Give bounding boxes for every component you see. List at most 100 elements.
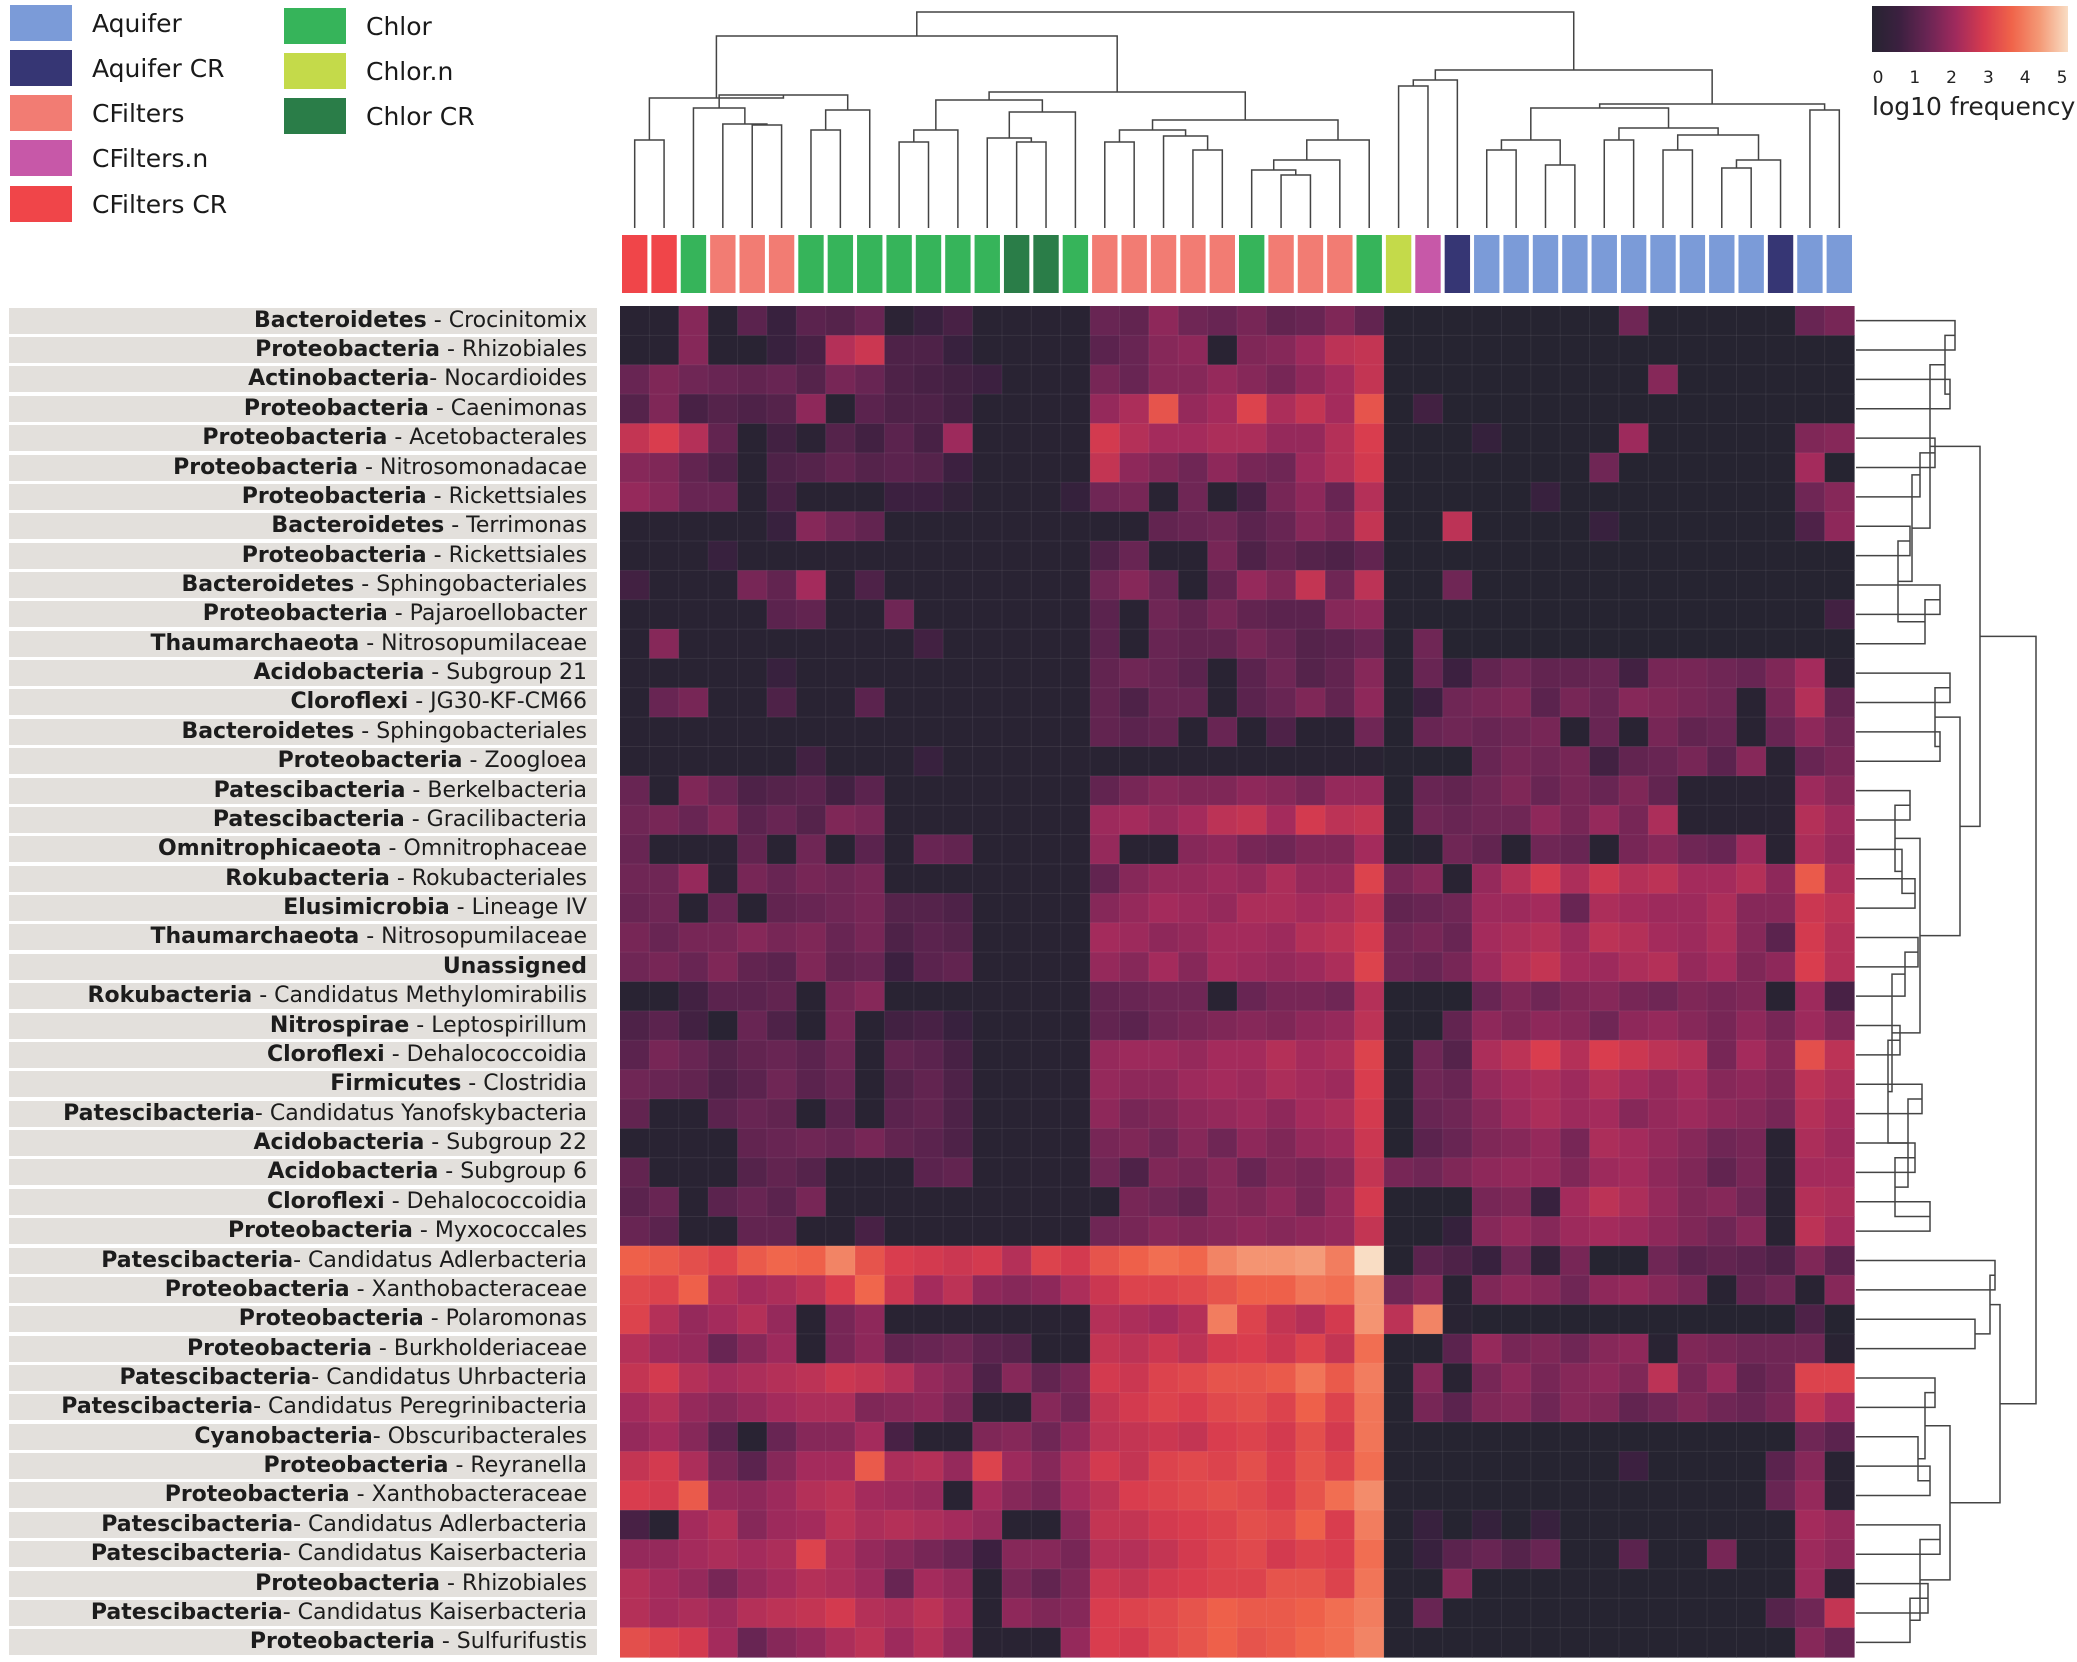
heatmap-cell (1736, 1216, 1767, 1247)
dendrogram-link (1735, 159, 1782, 228)
heatmap-cell (766, 1069, 797, 1100)
heatmap-cell (796, 864, 827, 894)
heatmap-cell (1707, 1304, 1738, 1335)
heatmap-cell (1325, 423, 1356, 454)
dendrogram-link (810, 129, 842, 228)
row-label-taxon: Lineage IV (471, 895, 587, 921)
heatmap-cell (1266, 922, 1297, 953)
heatmap-cell (1736, 922, 1767, 953)
heatmap-cell (884, 1098, 915, 1129)
heatmap-cell (1383, 1333, 1414, 1364)
heatmap-cell (1589, 981, 1620, 1012)
heatmap-cell (1501, 1480, 1532, 1511)
heatmap-cell (1442, 1392, 1473, 1423)
dendrogram-link (1856, 1259, 1996, 1291)
heatmap-cell (1824, 1216, 1855, 1247)
heatmap-cell (678, 1216, 709, 1247)
heatmap-cell (1824, 1422, 1855, 1453)
column-group-cell (1033, 235, 1059, 293)
heatmap-cell (1765, 599, 1796, 630)
heatmap-cell (1119, 511, 1150, 542)
heatmap-cell (796, 658, 827, 689)
column-group-cell (1620, 235, 1647, 293)
heatmap-cell (1383, 1422, 1414, 1453)
heatmap-cell (1178, 306, 1209, 336)
heatmap-cell (1472, 1598, 1503, 1629)
heatmap-cell (737, 452, 768, 483)
heatmap-cell (1383, 746, 1414, 777)
heatmap-cell (649, 482, 680, 513)
heatmap-cell (1648, 864, 1679, 894)
heatmap-cell (1090, 1245, 1121, 1276)
heatmap-cell (1677, 1040, 1708, 1071)
heatmap-cell (708, 1128, 739, 1159)
heatmap-cells (620, 306, 1855, 1658)
heatmap-cell (825, 1216, 856, 1247)
heatmap-cell (678, 364, 709, 395)
heatmap-cell (972, 1422, 1003, 1453)
heatmap-cell (913, 893, 944, 924)
heatmap-cell (766, 1392, 797, 1423)
heatmap-cell (1501, 452, 1532, 483)
heatmap-cell (825, 922, 856, 953)
legend-item: CFilters.n (10, 138, 208, 178)
heatmap-cell (649, 1304, 680, 1335)
dendrogram-link (1809, 109, 1841, 228)
row-label-phylum: Elusimicrobia (283, 895, 450, 921)
heatmap-cell (1707, 1363, 1738, 1394)
heatmap-cell (737, 1187, 768, 1218)
heatmap-cell (1148, 629, 1179, 660)
heatmap-cell (1325, 864, 1356, 894)
row-label-separator: - (424, 660, 447, 686)
heatmap-cell (1148, 952, 1179, 983)
heatmap-cell (649, 1627, 680, 1658)
heatmap-cell (737, 511, 768, 542)
heatmap-cell (1090, 482, 1121, 513)
heatmap-cell (708, 1245, 739, 1276)
row-label: Rokubacteria - Candidatus Methylomirabil… (9, 983, 597, 1010)
heatmap-cell (1824, 1539, 1855, 1570)
heatmap-cell (737, 306, 768, 336)
dendrogram-link (898, 141, 930, 228)
row-label-separator: - (293, 1247, 308, 1273)
heatmap-cell (1472, 1245, 1503, 1276)
heatmap-cell (708, 570, 739, 601)
heatmap-cell (1795, 1539, 1826, 1570)
heatmap-cell (1060, 1363, 1091, 1394)
row-label: Proteobacteria - Pajaroellobacter (9, 601, 597, 628)
heatmap-cell (1266, 1598, 1297, 1629)
row-label: Proteobacteria - Sulfurifustis (9, 1629, 597, 1656)
heatmap-cell (708, 1304, 739, 1335)
heatmap-cell (1413, 599, 1444, 630)
heatmap-cell (1090, 952, 1121, 983)
heatmap-cell (1119, 717, 1150, 748)
heatmap-cell (1207, 1098, 1238, 1129)
heatmap-cell (913, 1040, 944, 1071)
heatmap-cell (1295, 335, 1326, 366)
heatmap-cell (1707, 1010, 1738, 1041)
heatmap-cell (1060, 687, 1091, 718)
heatmap-cell (1354, 1480, 1385, 1511)
heatmap-cell (825, 687, 856, 718)
heatmap-cell (1001, 1157, 1032, 1188)
heatmap-cell (1148, 1187, 1179, 1218)
row-label-phylum: Proteobacteria (238, 1306, 424, 1332)
heatmap-cell (766, 364, 797, 395)
heatmap-cell (1618, 540, 1649, 571)
heatmap-cell (825, 1245, 856, 1276)
legend-swatch (10, 186, 72, 222)
heatmap-cell (678, 1069, 709, 1100)
heatmap-cell (1707, 1598, 1738, 1629)
heatmap-cell (737, 1333, 768, 1364)
heatmap-cell (796, 746, 827, 777)
heatmap-cell (943, 952, 974, 983)
heatmap-cell (1237, 775, 1267, 806)
heatmap-cell (1148, 981, 1179, 1012)
heatmap-cell (678, 511, 709, 542)
heatmap-cell (1001, 335, 1032, 366)
heatmap-cell (1795, 775, 1826, 806)
heatmap-cell (1237, 1539, 1267, 1570)
heatmap-cell (1707, 658, 1738, 689)
heatmap-cell (1765, 540, 1796, 571)
legend-label: Chlor CR (366, 101, 475, 131)
